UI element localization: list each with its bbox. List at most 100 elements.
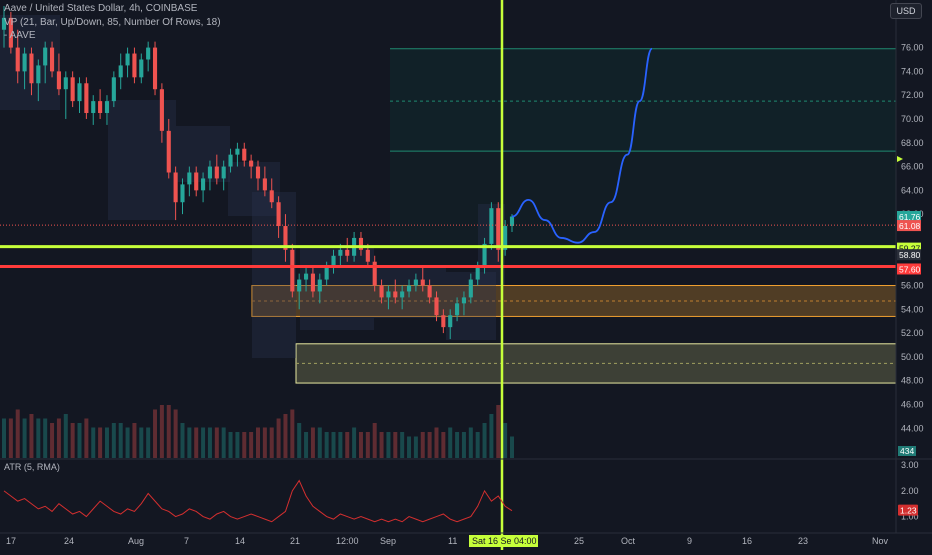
volume-bar xyxy=(166,405,171,458)
candle-body xyxy=(303,273,309,280)
candle-body xyxy=(496,208,501,250)
price-axis-tick: 48.00 xyxy=(901,376,924,386)
price-badge-label: 61.08 xyxy=(899,221,921,231)
candle-body xyxy=(201,178,206,191)
volume-bar xyxy=(104,427,109,458)
price-badge-label: 58.80 xyxy=(899,250,921,260)
time-axis-tick: 16 xyxy=(742,536,752,546)
volume-bar xyxy=(91,427,96,458)
atr-axis-tick: 1.00 xyxy=(901,512,919,522)
candle-body xyxy=(214,166,219,179)
volume-bar xyxy=(310,427,315,458)
time-axis-tick: 25 xyxy=(574,536,584,546)
candle-body xyxy=(276,202,281,227)
volume-bar xyxy=(407,436,412,458)
candle-body xyxy=(441,315,446,328)
candle-body xyxy=(22,53,27,72)
time-axis-tick: 21 xyxy=(290,536,300,546)
price-axis-tick: 74.00 xyxy=(901,66,924,76)
candle-body xyxy=(461,297,467,304)
candle-body xyxy=(132,53,137,78)
volume-bar xyxy=(324,432,329,458)
candle-body xyxy=(187,172,192,185)
volume-bar xyxy=(242,432,247,458)
volume-bar xyxy=(496,405,501,458)
volume-bar xyxy=(228,432,233,458)
volume-bar xyxy=(262,427,267,458)
volume-bar xyxy=(379,432,384,458)
candle-body xyxy=(207,166,213,179)
volume-bar xyxy=(269,427,274,458)
price-axis-tick: 64.00 xyxy=(901,185,924,195)
volume-bar xyxy=(139,427,144,458)
chart-title: Aave / United States Dollar, 4h, COINBAS… xyxy=(4,3,198,14)
candle-body xyxy=(427,285,432,298)
candle-body xyxy=(91,101,96,114)
volume-bar xyxy=(214,427,219,458)
candle-body xyxy=(503,226,508,250)
price-badge xyxy=(897,220,921,232)
atr-axis-tick: 3.00 xyxy=(901,460,919,470)
volume-bar xyxy=(63,414,68,458)
candle-body xyxy=(345,249,350,256)
candle-body xyxy=(152,47,158,90)
volume-bar xyxy=(510,436,514,458)
currency-button[interactable]: USD xyxy=(890,3,922,19)
volume-bar xyxy=(413,436,418,458)
atr-title[interactable]: ATR (5, RMA) xyxy=(4,462,60,472)
volume-bar xyxy=(153,409,158,458)
candle-body xyxy=(8,17,13,48)
candle-body xyxy=(317,279,322,292)
candle-body xyxy=(434,297,439,316)
volume-bar xyxy=(8,418,13,458)
crosshair-time-badge xyxy=(511,535,538,547)
volume-bar xyxy=(317,427,322,458)
volume-profile-block xyxy=(108,100,176,220)
candle-body xyxy=(104,101,110,114)
volume-bar xyxy=(256,427,260,458)
price-badge xyxy=(897,242,921,254)
volume-bar xyxy=(125,427,130,458)
candle-body xyxy=(242,148,247,161)
candle-body xyxy=(1,17,7,30)
symbol-legend[interactable]: - AAVE xyxy=(4,30,36,41)
volume-bar xyxy=(290,409,295,458)
volume-bar xyxy=(331,432,336,458)
candle-body xyxy=(420,279,425,286)
candle-body xyxy=(324,267,329,280)
volume-bar xyxy=(111,423,116,458)
candle-body xyxy=(166,130,171,173)
volume-bar xyxy=(29,414,34,458)
volume-bar xyxy=(345,432,350,458)
volume-bar xyxy=(358,432,363,458)
volume-bar xyxy=(2,418,6,458)
volume-bar xyxy=(304,432,309,458)
volume-bar xyxy=(132,423,137,458)
candle-body xyxy=(118,65,123,78)
volume-bar xyxy=(393,432,398,458)
candle-body xyxy=(221,166,226,179)
crosshair-time-label: 04:00 xyxy=(514,536,537,546)
volume-bar xyxy=(77,423,82,458)
volume-bar xyxy=(420,432,425,458)
volume-bar xyxy=(221,427,226,458)
price-badge xyxy=(897,210,921,222)
volume-bar xyxy=(400,432,405,458)
candle-body xyxy=(509,216,515,227)
price-axis-tick: 72.00 xyxy=(901,90,924,100)
candle-body xyxy=(262,178,267,191)
candle-body xyxy=(84,83,89,114)
time-axis-tick: 14 xyxy=(235,536,245,546)
candle-body xyxy=(56,71,61,90)
price-axis-tick: 50.00 xyxy=(901,352,924,362)
indicator-legend[interactable]: VP (21, Bar, Up/Down, 85, Number Of Rows… xyxy=(4,17,221,28)
volume-bar xyxy=(194,427,199,458)
candle-body xyxy=(406,285,412,292)
volume-profile-block xyxy=(252,192,296,358)
candle-body xyxy=(146,47,151,60)
volume-bar xyxy=(503,423,508,458)
volume-bar xyxy=(159,405,164,458)
candle-body xyxy=(365,249,370,262)
